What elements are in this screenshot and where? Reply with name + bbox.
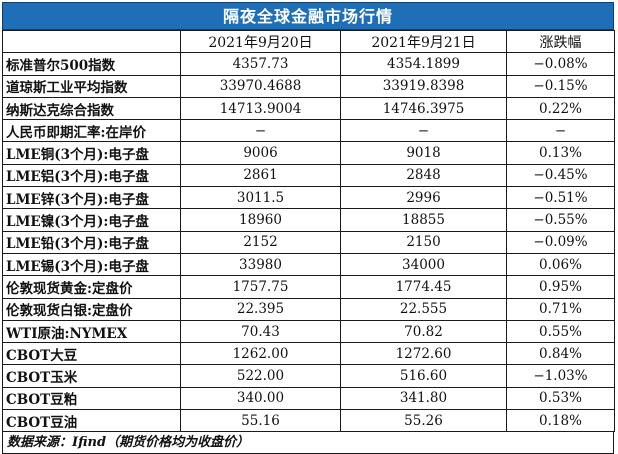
row-value-date-1: 2861 <box>180 163 341 188</box>
row-name: 人民币即期汇率:在岸价 <box>2 119 181 143</box>
row-value-date-2: 2150 <box>340 230 507 254</box>
row-value-date-1: 4357.73 <box>180 52 341 76</box>
table-row: 伦敦现货白银:定盘价 22.395 22.555 0.71% <box>2 297 615 321</box>
row-change: 0.95% <box>506 275 615 299</box>
row-value-date-1: 33970.4688 <box>180 74 341 98</box>
table-row: CBOT玉米 522.00 516.60 −1.03% <box>2 364 615 388</box>
source-note: 数据来源：Ifind（期货价格均为收盘价） <box>2 432 614 454</box>
header-date-2: 2021年9月21日 <box>340 29 507 54</box>
row-value-date-1: 55.16 <box>180 409 341 433</box>
row-name: 伦敦现货白银:定盘价 <box>2 297 181 321</box>
row-value-date-2: 70.82 <box>340 319 507 344</box>
row-value-date-2: 341.80 <box>340 386 507 411</box>
row-value-date-2: 2996 <box>340 186 507 210</box>
row-value-date-1: 2152 <box>180 230 341 254</box>
row-change: − <box>506 119 615 143</box>
row-name: CBOT大豆 <box>2 342 181 366</box>
table-title: 隔夜全球金融市场行情 <box>2 2 614 30</box>
row-change: 0.13% <box>506 141 615 165</box>
row-change: −1.03% <box>506 364 615 388</box>
table-row: 伦敦现货黄金:定盘价 1757.75 1774.45 0.95% <box>2 275 615 299</box>
row-value-date-1: 522.00 <box>180 364 341 388</box>
row-name: 伦敦现货黄金:定盘价 <box>2 275 181 299</box>
row-value-date-1: 18960 <box>180 208 341 232</box>
table-row: CBOT豆粕 340.00 341.80 0.53% <box>2 386 615 411</box>
row-value-date-1: 3011.5 <box>180 186 341 210</box>
row-change: 0.55% <box>506 319 615 344</box>
row-name: LME锌(3个月):电子盘 <box>2 186 181 210</box>
row-change: −0.45% <box>506 163 615 188</box>
row-value-date-2: 34000 <box>340 252 507 277</box>
row-name: LME铜(3个月):电子盘 <box>2 141 181 165</box>
row-value-date-1: 9006 <box>180 141 341 165</box>
row-value-date-1: 1757.75 <box>180 275 341 299</box>
row-value-date-2: 516.60 <box>340 364 507 388</box>
table-row: CBOT豆油 55.16 55.26 0.18% <box>2 409 615 433</box>
row-change: −0.55% <box>506 208 615 232</box>
table-row: LME锡(3个月):电子盘 33980 34000 0.06% <box>2 252 615 277</box>
row-value-date-1: 1262.00 <box>180 342 341 366</box>
header-name <box>2 29 181 54</box>
row-value-date-2: 22.555 <box>340 297 507 321</box>
row-value-date-1: 22.395 <box>180 297 341 321</box>
row-name: LME铝(3个月):电子盘 <box>2 163 181 188</box>
table-row: WTI原油:NYMEX 70.43 70.82 0.55% <box>2 319 615 344</box>
row-name: CBOT豆油 <box>2 409 181 433</box>
row-value-date-1: 33980 <box>180 252 341 277</box>
row-change: −0.08% <box>506 52 615 76</box>
row-value-date-1: 70.43 <box>180 319 341 344</box>
row-name: WTI原油:NYMEX <box>2 319 181 344</box>
row-value-date-2: 55.26 <box>340 409 507 433</box>
row-name: LME镍(3个月):电子盘 <box>2 208 181 232</box>
row-value-date-2: − <box>340 119 507 143</box>
table-row: 人民币即期汇率:在岸价 − − − <box>2 119 615 143</box>
row-change: 0.71% <box>506 297 615 321</box>
row-name: 纳斯达克综合指数 <box>2 96 181 121</box>
table-row: 纳斯达克综合指数 14713.9004 14746.3975 0.22% <box>2 96 615 121</box>
header-change: 涨跌幅 <box>506 29 615 54</box>
table-row: CBOT大豆 1262.00 1272.60 0.84% <box>2 342 615 366</box>
row-change: 0.84% <box>506 342 615 366</box>
row-value-date-1: 14713.9004 <box>180 96 341 121</box>
row-change: −0.09% <box>506 230 615 254</box>
table-row: LME锌(3个月):电子盘 3011.5 2996 −0.51% <box>2 186 615 210</box>
table-row: LME铅(3个月):电子盘 2152 2150 −0.09% <box>2 230 615 254</box>
row-name: CBOT玉米 <box>2 364 181 388</box>
row-value-date-1: − <box>180 119 341 143</box>
table-row: 标准普尔500指数 4357.73 4354.1899 −0.08% <box>2 52 615 76</box>
row-value-date-2: 18855 <box>340 208 507 232</box>
table-row: 道琼斯工业平均指数 33970.4688 33919.8398 −0.15% <box>2 74 615 98</box>
market-table: 2021年9月20日 2021年9月21日 涨跌幅 标准普尔500指数 4357.… <box>2 29 615 433</box>
row-value-date-2: 33919.8398 <box>340 74 507 98</box>
row-value-date-2: 4354.1899 <box>340 52 507 76</box>
row-change: 0.18% <box>506 409 615 433</box>
table-row: LME铜(3个月):电子盘 9006 9018 0.13% <box>2 141 615 165</box>
row-value-date-2: 14746.3975 <box>340 96 507 121</box>
row-change: 0.53% <box>506 386 615 411</box>
row-name: LME锡(3个月):电子盘 <box>2 252 181 277</box>
row-name: 道琼斯工业平均指数 <box>2 74 181 98</box>
row-name: 标准普尔500指数 <box>2 52 181 76</box>
row-value-date-1: 340.00 <box>180 386 341 411</box>
header-date-1: 2021年9月20日 <box>180 29 341 54</box>
row-value-date-2: 1272.60 <box>340 342 507 366</box>
row-change: 0.06% <box>506 252 615 277</box>
row-change: −0.15% <box>506 74 615 98</box>
row-value-date-2: 2848 <box>340 163 507 188</box>
row-name: LME铅(3个月):电子盘 <box>2 230 181 254</box>
header-row: 2021年9月20日 2021年9月21日 涨跌幅 <box>2 29 615 54</box>
row-change: −0.51% <box>506 186 615 210</box>
table-row: LME铝(3个月):电子盘 2861 2848 −0.45% <box>2 163 615 188</box>
row-name: CBOT豆粕 <box>2 386 181 411</box>
row-change: 0.22% <box>506 96 615 121</box>
table-row: LME镍(3个月):电子盘 18960 18855 −0.55% <box>2 208 615 232</box>
row-value-date-2: 9018 <box>340 141 507 165</box>
row-value-date-2: 1774.45 <box>340 275 507 299</box>
